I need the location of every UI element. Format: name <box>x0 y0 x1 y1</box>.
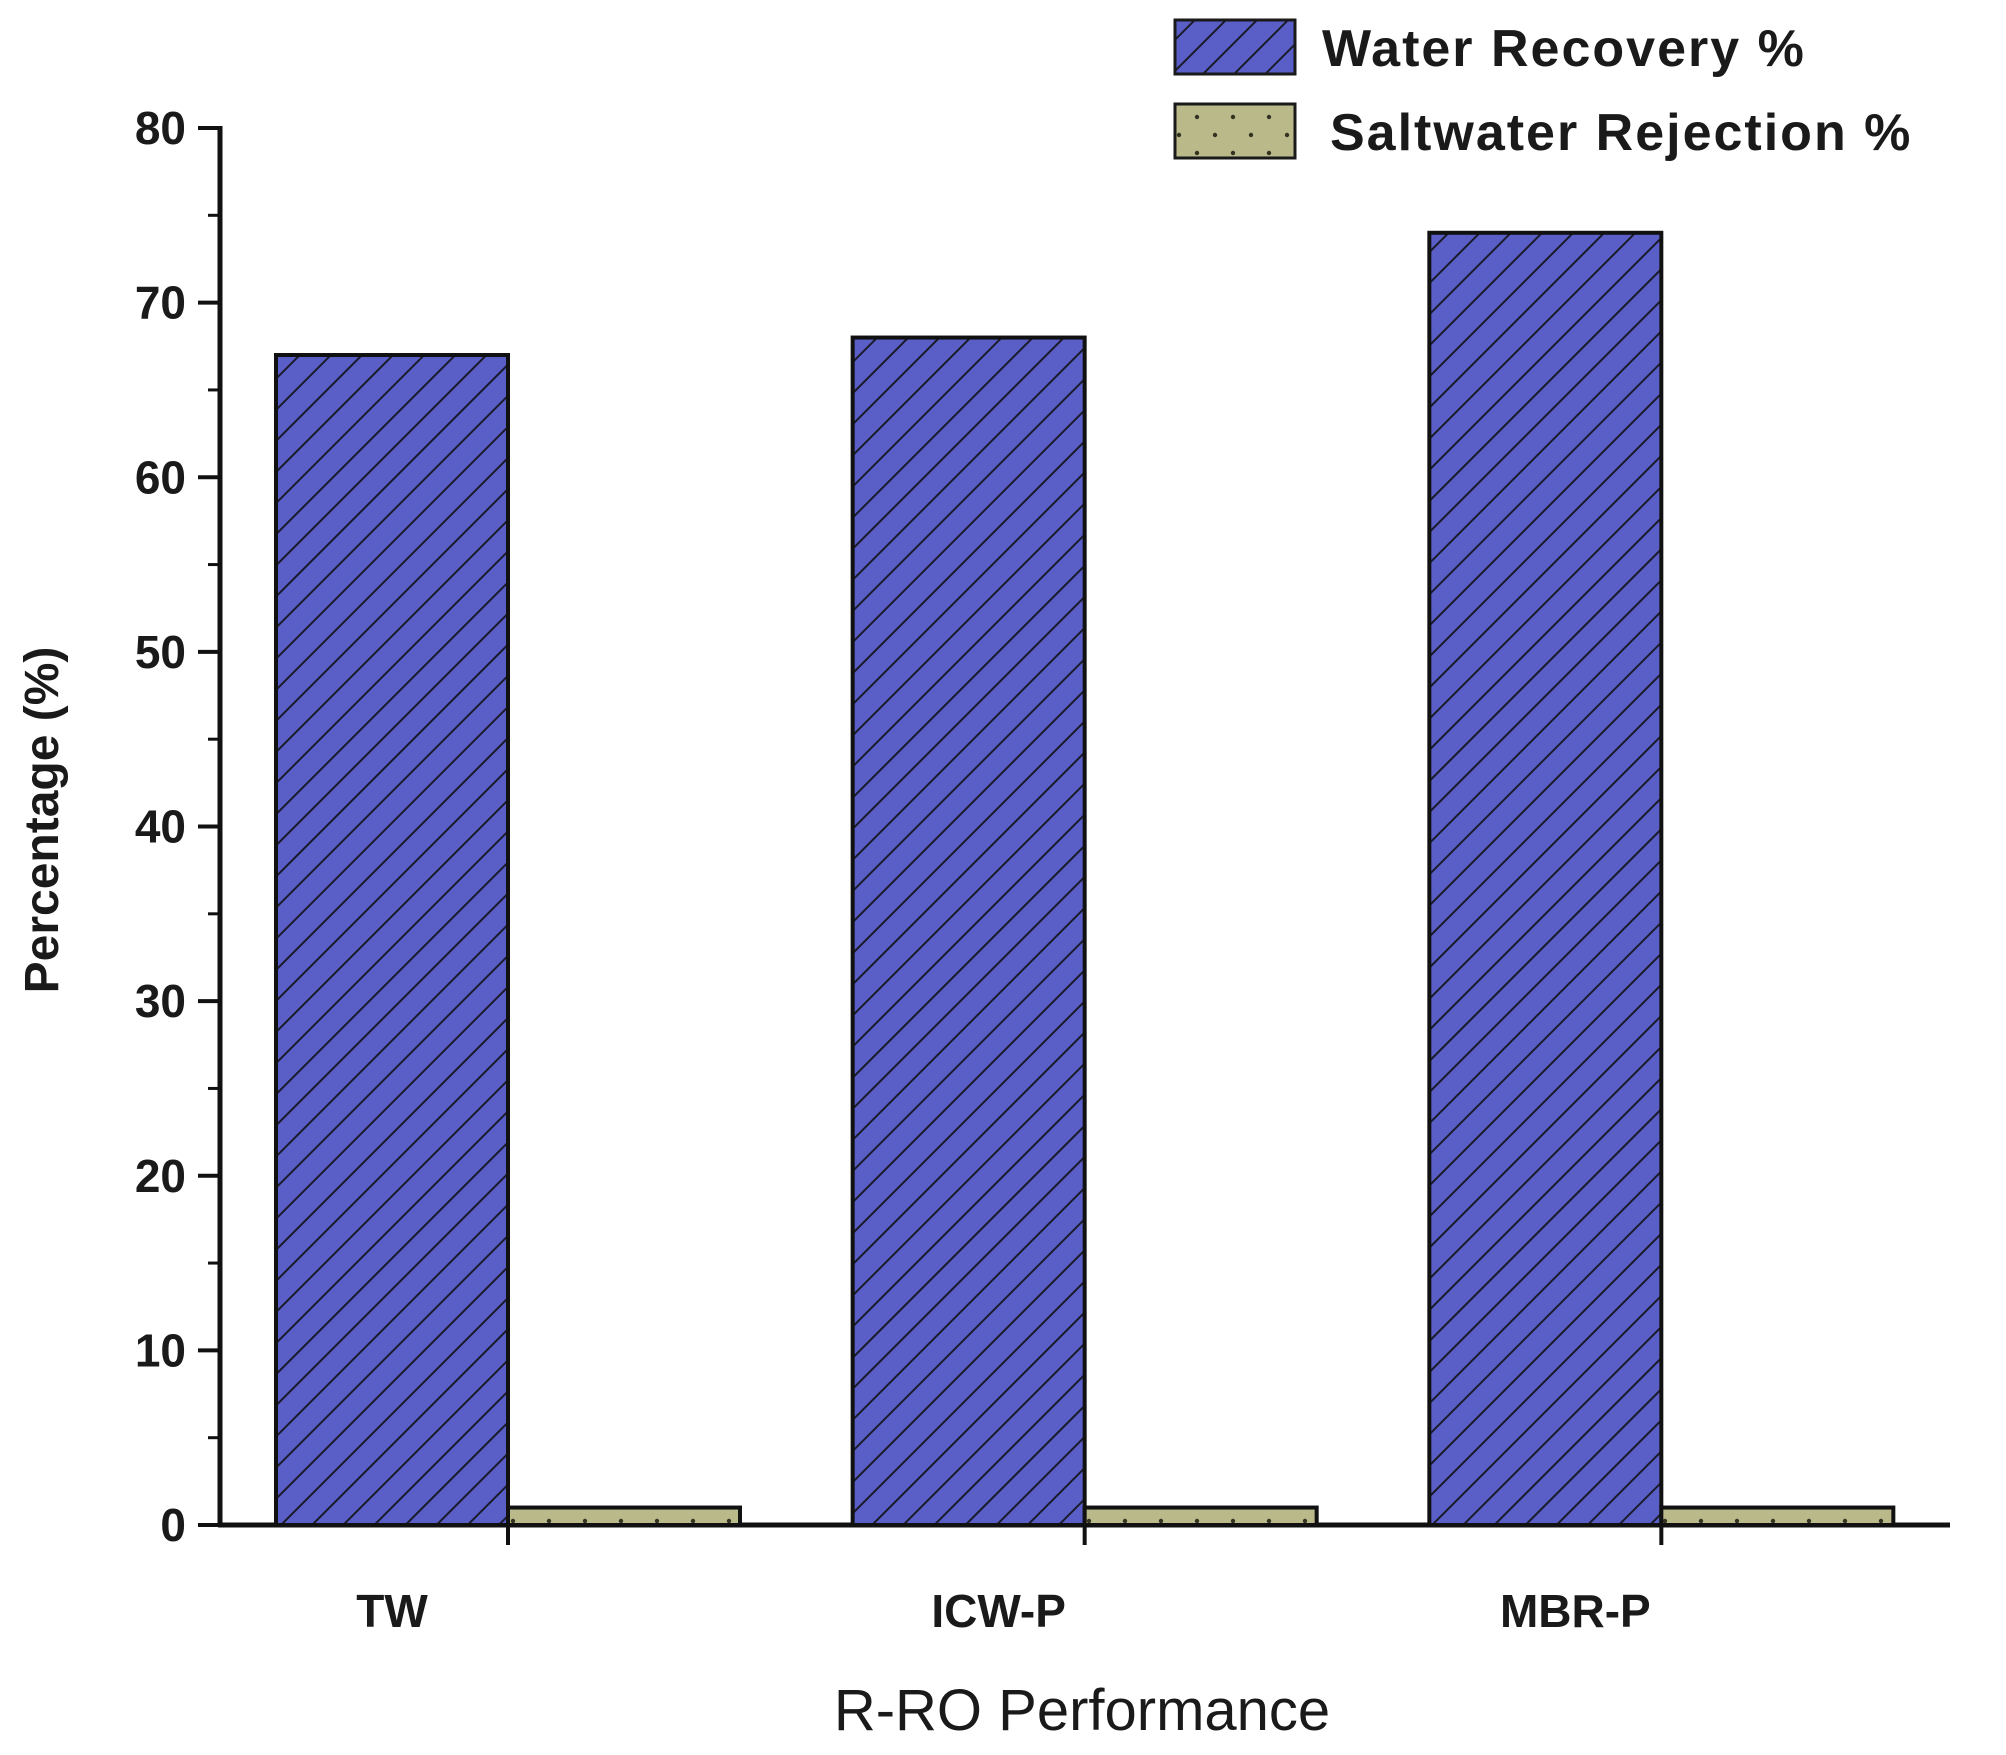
bar-water-recovery-tw <box>274 353 510 1528</box>
y-tick-label: 20 <box>135 1150 186 1202</box>
bar-water-recovery-mbr-p <box>1427 230 1664 1527</box>
bar-saltwater-rejection-icw-p <box>1082 1505 1319 1527</box>
legend-label-saltwater-rejection: Saltwater Rejection % <box>1330 104 1912 162</box>
bar-water-recovery-icw-p <box>850 335 1087 1527</box>
y-tick-label: 0 <box>160 1499 186 1551</box>
x-tick-label: ICW-P <box>931 1585 1066 1637</box>
y-tick-label: 40 <box>135 801 186 853</box>
x-tick-label: MBR-P <box>1500 1585 1651 1637</box>
bar-saltwater-rejection-tw <box>506 1505 742 1527</box>
legend-swatch-water-recovery <box>1173 18 1297 76</box>
legend-label-water-recovery: Water Recovery % <box>1322 20 1806 78</box>
y-tick-label: 50 <box>135 626 186 678</box>
y-tick-label: 80 <box>135 102 186 154</box>
bar-saltwater-rejection-mbr-p <box>1659 1505 1896 1527</box>
y-tick-label: 10 <box>135 1324 186 1376</box>
y-tick-label: 70 <box>135 277 186 329</box>
y-axis-title: Percentage (%) <box>16 647 69 994</box>
x-axis-title: R-RO Performance <box>834 1678 1330 1743</box>
y-tick-label: 60 <box>135 451 186 503</box>
legend-swatch-saltwater-rejection <box>1173 102 1297 160</box>
x-tick-label: TW <box>356 1585 428 1637</box>
y-tick-label: 30 <box>135 975 186 1027</box>
legend: Water Recovery % Saltwater Rejection % <box>1173 18 1912 162</box>
